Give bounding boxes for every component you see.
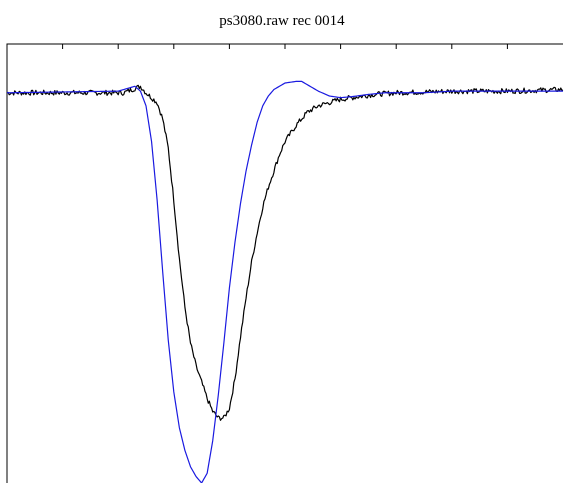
plot-area: [6, 43, 564, 483]
series-line-1: [6, 84, 564, 421]
axis-frame: [6, 43, 563, 483]
series-line-2: [6, 80, 563, 483]
chart-title: ps3080.raw rec 0014: [219, 13, 345, 29]
